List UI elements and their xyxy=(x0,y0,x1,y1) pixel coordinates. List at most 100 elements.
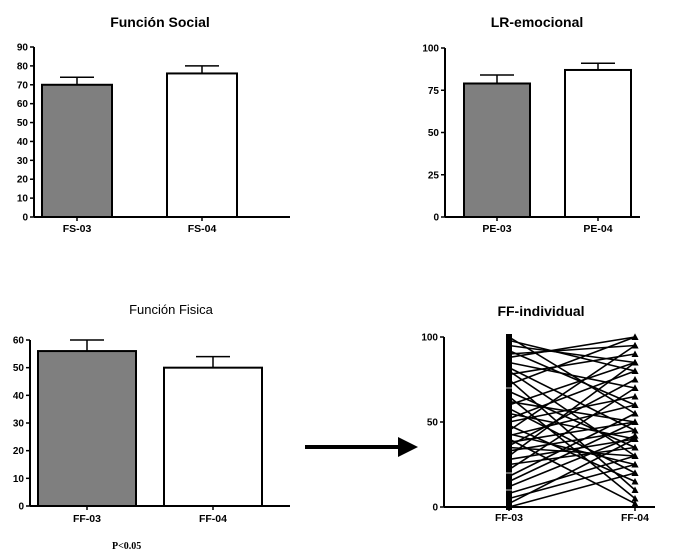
bar-fs-03 xyxy=(41,83,113,219)
point-ff-04-39 xyxy=(631,469,639,476)
x-category-label-fs-03: FS-03 xyxy=(63,223,92,235)
point-ff-03-13 xyxy=(506,393,512,400)
y-tick-label: 0 xyxy=(18,502,24,513)
point-ff-03-20 xyxy=(506,422,512,429)
point-ff-03-36 xyxy=(506,490,512,497)
point-ff-03-23 xyxy=(506,432,512,439)
point-ff-03-6 xyxy=(506,359,512,366)
y-tick-label: 40 xyxy=(13,391,25,402)
point-ff-04-21 xyxy=(631,342,639,349)
point-ff-03-18 xyxy=(506,415,512,422)
y-tick-label: 0 xyxy=(433,213,439,224)
subject-line-12 xyxy=(508,390,636,449)
point-ff-04-26 xyxy=(631,376,639,383)
subject-line-15 xyxy=(508,361,636,406)
point-ff-03-28 xyxy=(506,447,512,454)
point-ff-04-31 xyxy=(631,444,639,451)
point-ff-03-31 xyxy=(506,461,512,468)
subject-line-9 xyxy=(508,353,636,376)
subject-line-3 xyxy=(508,349,636,406)
x-category-label-ff-03: FF-03 xyxy=(73,513,101,525)
point-ff-04-10 xyxy=(631,486,639,493)
y-tick-label: 0 xyxy=(432,503,438,514)
y-tick-label: 30 xyxy=(17,156,29,167)
point-ff-04-11 xyxy=(631,333,639,340)
y-tick-label: 20 xyxy=(13,446,25,457)
subject-line-7 xyxy=(508,366,636,432)
point-ff-04-24 xyxy=(631,500,639,507)
chart-title-funcion-fisica: Función Fisica xyxy=(129,302,214,317)
point-ff-03-3 xyxy=(506,347,512,354)
subject-line-21 xyxy=(508,344,636,432)
y-tick-label: 25 xyxy=(428,170,440,181)
y-tick-label: 40 xyxy=(17,137,29,148)
y-tick-label: 80 xyxy=(17,61,29,72)
point-ff-03-37 xyxy=(506,495,512,502)
bar-pe-03 xyxy=(463,82,531,218)
point-ff-03-12 xyxy=(506,388,512,395)
subject-line-39 xyxy=(508,472,636,508)
y-tick-label: 50 xyxy=(427,418,439,429)
x-category-label-pe-03: PE-03 xyxy=(482,223,511,235)
point-ff-03-9 xyxy=(506,371,512,378)
y-tick-label: 20 xyxy=(17,175,29,186)
point-ff-03-29 xyxy=(506,453,512,459)
point-ff-04-38 xyxy=(631,435,639,442)
y-tick-label: 100 xyxy=(422,44,439,55)
subject-line-5 xyxy=(508,336,636,359)
x-category-label-ff-04: FF-04 xyxy=(621,512,649,524)
point-ff-03-15 xyxy=(506,402,512,408)
bar-pe-04 xyxy=(564,68,632,218)
point-ff-04-19 xyxy=(631,393,639,400)
subject-line-33 xyxy=(508,412,636,478)
subject-line-1 xyxy=(508,339,636,372)
x-category-label-pe-04: PE-04 xyxy=(583,223,612,235)
point-ff-03-38 xyxy=(506,500,512,507)
chart-title-lr-emocional: LR-emocional xyxy=(491,14,584,30)
point-ff-04-35 xyxy=(631,432,639,439)
point-ff-03-4 xyxy=(506,351,512,357)
y-tick-label: 50 xyxy=(428,128,440,139)
subject-line-29 xyxy=(508,361,636,457)
x-category-label-fs-04: FS-04 xyxy=(188,223,217,235)
point-ff-03-7 xyxy=(506,364,512,371)
subject-line-4 xyxy=(508,344,636,355)
subject-line-32 xyxy=(508,387,636,471)
point-ff-03-25 xyxy=(506,439,512,446)
arrow-right-icon xyxy=(305,437,418,457)
point-ff-03-39 xyxy=(506,504,512,510)
subject-line-11 xyxy=(508,336,636,386)
bar-ff-04 xyxy=(163,366,263,507)
x-category-label-ff-04: FF-04 xyxy=(199,513,227,525)
point-ff-03-21 xyxy=(506,427,512,434)
p-value-annotation: P<0.05 xyxy=(112,541,141,551)
point-ff-03-24 xyxy=(506,436,512,442)
subject-line-6 xyxy=(508,361,636,389)
y-tick-label: 100 xyxy=(421,333,438,344)
y-tick-label: 60 xyxy=(17,99,29,110)
point-ff-04-23 xyxy=(631,401,639,408)
chart-title-funcion-social: Función Social xyxy=(110,14,210,30)
y-tick-label: 50 xyxy=(13,363,25,374)
point-ff-03-16 xyxy=(506,405,512,412)
y-tick-label: 50 xyxy=(17,118,29,129)
subject-line-23 xyxy=(508,404,636,437)
point-ff-04-32 xyxy=(631,384,639,391)
point-ff-03-2 xyxy=(506,342,512,349)
point-ff-03-0 xyxy=(506,334,512,340)
point-ff-03-11 xyxy=(506,381,512,388)
point-ff-03-8 xyxy=(506,368,512,374)
y-tick-label: 70 xyxy=(17,80,29,91)
y-tick-label: 30 xyxy=(13,419,25,430)
y-tick-label: 10 xyxy=(17,194,29,205)
x-category-label-ff-03: FF-03 xyxy=(495,512,523,524)
y-tick-label: 90 xyxy=(17,43,29,54)
y-tick-label: 60 xyxy=(13,336,25,347)
point-ff-04-18 xyxy=(631,367,639,374)
point-ff-04-29 xyxy=(631,359,639,366)
point-ff-03-10 xyxy=(506,376,512,383)
y-tick-label: 75 xyxy=(428,86,440,97)
bar-fs-04 xyxy=(166,72,238,218)
point-ff-03-32 xyxy=(506,466,512,473)
